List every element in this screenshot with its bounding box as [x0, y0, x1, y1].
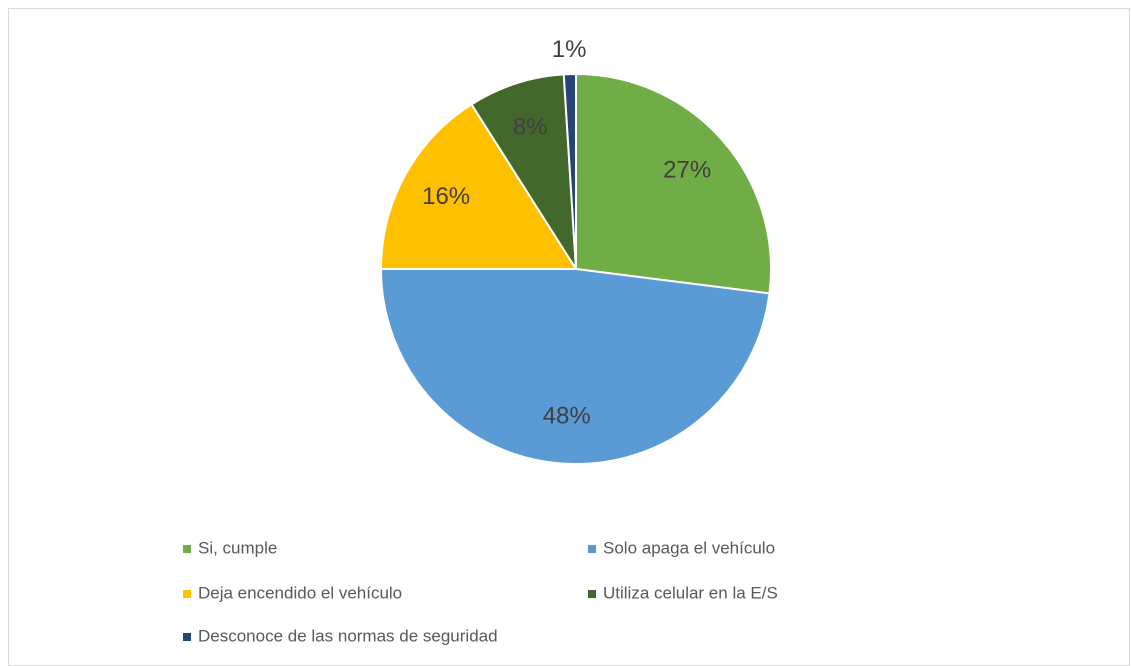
legend-marker — [588, 545, 596, 553]
data-label: 8% — [513, 113, 548, 140]
legend-label: Deja encendido el vehículo — [198, 583, 402, 602]
legend-label: Utiliza celular en la E/S — [603, 583, 778, 602]
pie-slice — [379, 268, 771, 465]
pie-slice — [470, 73, 577, 270]
data-label: 1% — [552, 36, 587, 63]
legend-label: Si, cumple — [198, 538, 277, 557]
legend-label: Desconoce de las normas de seguridad — [198, 626, 498, 645]
pie-slice — [562, 72, 577, 270]
data-label: 48% — [543, 402, 591, 429]
data-label: 16% — [422, 183, 470, 210]
legend-marker — [183, 545, 191, 553]
legend-label: Solo apaga el vehículo — [603, 538, 775, 557]
legend-marker — [183, 633, 191, 641]
legend-marker — [588, 590, 596, 598]
data-label: 27% — [663, 156, 711, 183]
pie-slice — [379, 102, 578, 270]
legend-marker — [183, 590, 191, 598]
pie-slice — [575, 72, 772, 295]
